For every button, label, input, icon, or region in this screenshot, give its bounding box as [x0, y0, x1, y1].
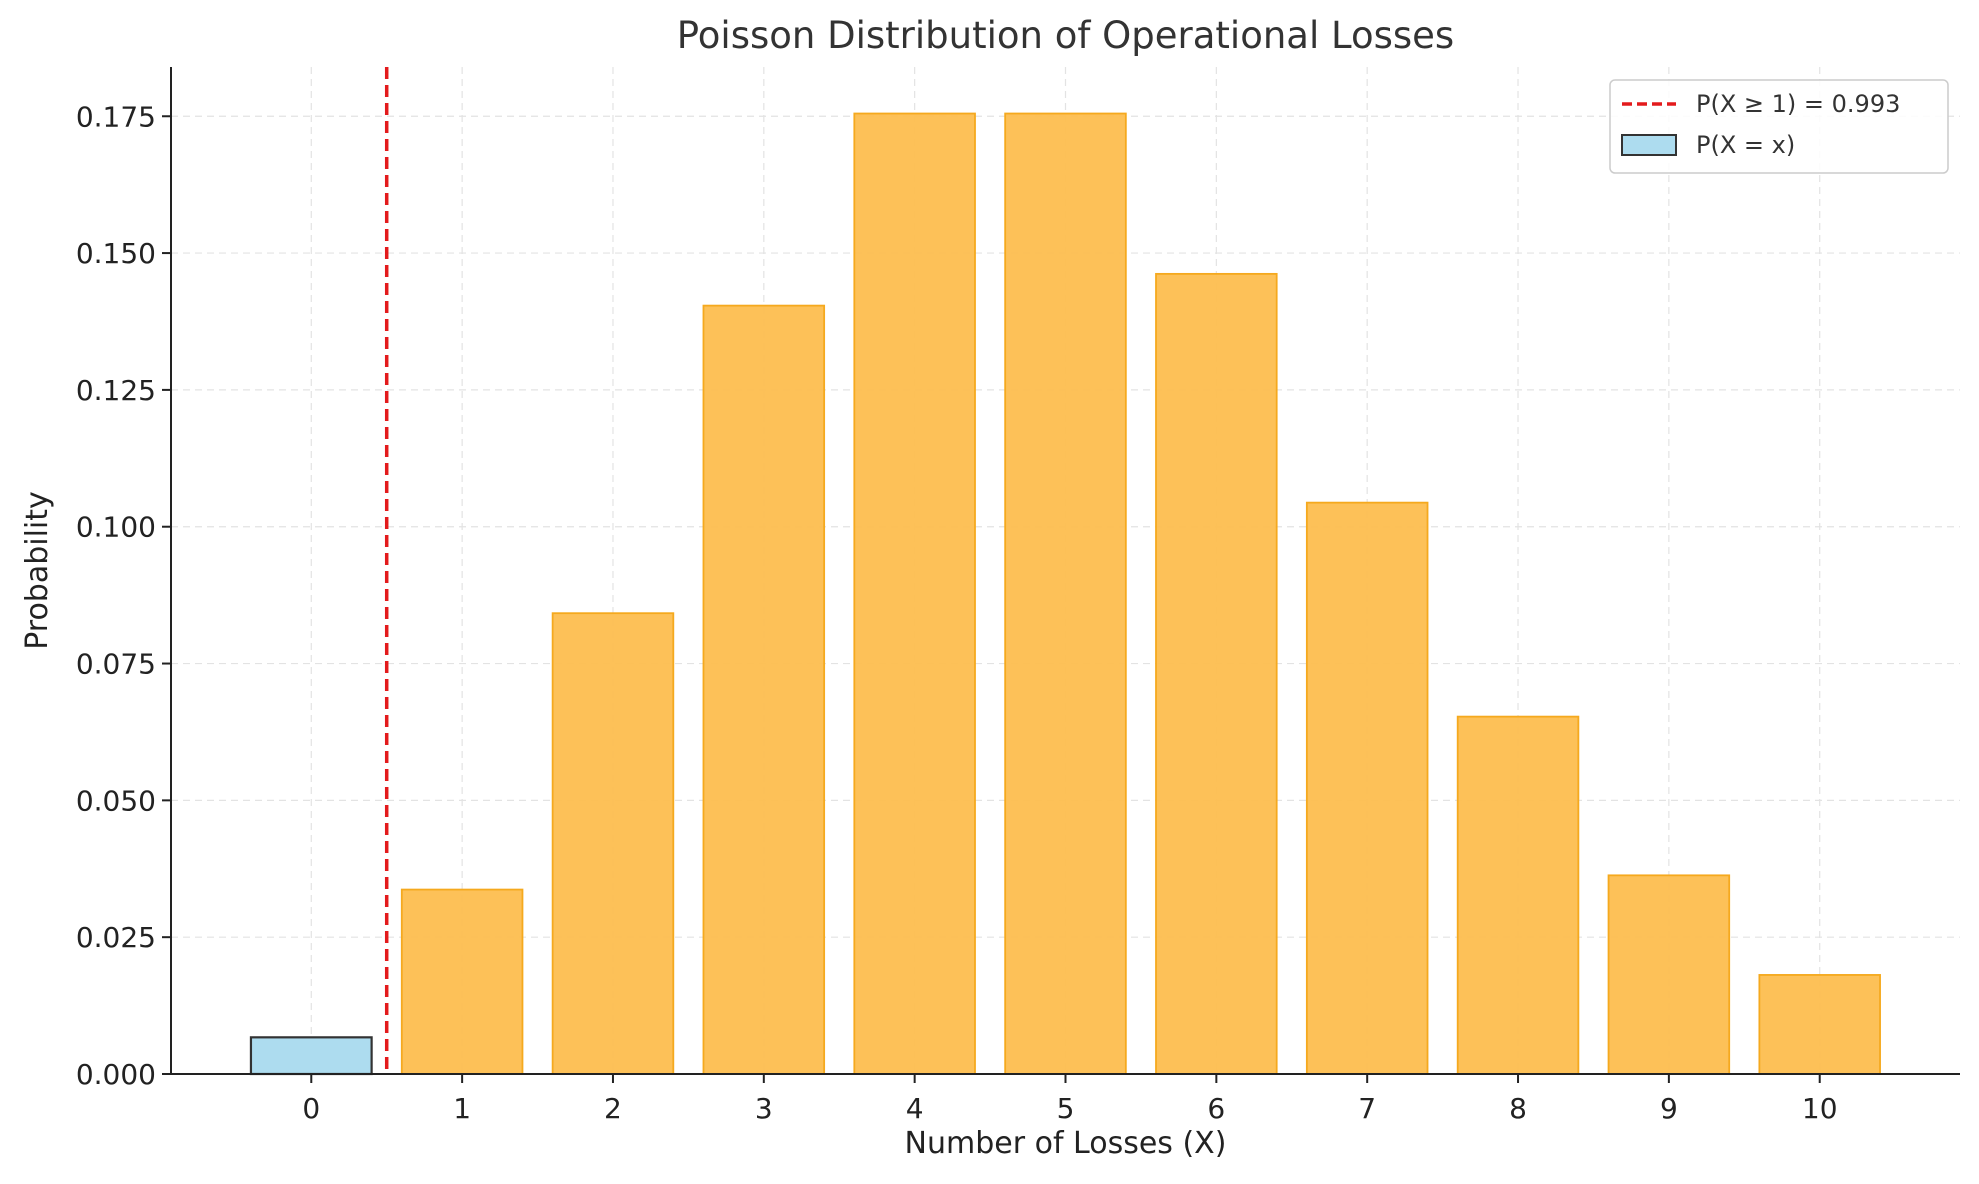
x-tick-label: 6: [1207, 1092, 1225, 1125]
bar-2: [551, 612, 675, 1075]
y-axis-title: Probability: [20, 491, 55, 650]
ticks-layer: 0.000 0.025 0.050 0.075 0.100 0.125 0.150 0.175…: [76, 100, 1838, 1125]
y-tick-label: 0.075: [76, 648, 156, 681]
y-tick-label: 0.050: [76, 784, 156, 817]
x-tick-label: 5: [1057, 1092, 1075, 1125]
x-tick-label: 9: [1660, 1092, 1678, 1125]
legend-box: [1609, 79, 1949, 174]
legend-series-label: P(X = x): [1696, 131, 1795, 159]
bar-5: [1004, 112, 1127, 1075]
x-tick-label: 2: [604, 1092, 622, 1125]
y-tick-label: 0.125: [76, 374, 156, 407]
x-tick-label: 0: [302, 1092, 320, 1125]
bar-1: [400, 888, 524, 1075]
bar-3: [702, 304, 826, 1075]
x-tick-label: 8: [1509, 1092, 1527, 1125]
bar-8: [1456, 715, 1580, 1075]
y-tick-label: 0.175: [76, 100, 156, 133]
bar-7: [1305, 501, 1429, 1075]
bars-layer: [249, 112, 1881, 1076]
x-axis-title: Number of Losses (X): [905, 1126, 1227, 1161]
x-tick-label: 3: [755, 1092, 773, 1125]
bar-4: [853, 112, 976, 1075]
legend: P(X ≥ 1) = 0.993 P(X = x): [1609, 79, 1949, 174]
legend-reference-line-label: P(X ≥ 1) = 0.993: [1696, 90, 1900, 118]
y-tick-label: 0.100: [76, 511, 156, 544]
x-tick-label: 4: [906, 1092, 924, 1125]
x-tick-label: 7: [1358, 1092, 1376, 1125]
y-tick-label: 0.150: [76, 237, 156, 270]
y-tick-label: 0.000: [76, 1058, 156, 1091]
legend-bar-swatch: [1621, 134, 1677, 156]
bar-6: [1155, 272, 1278, 1075]
chart-title: Poisson Distribution of Operational Loss…: [677, 14, 1454, 57]
bar-10: [1758, 974, 1881, 1075]
x-tick-label: 1: [453, 1092, 471, 1125]
x-tick-label: 10: [1802, 1092, 1838, 1125]
bar-0: [249, 1036, 373, 1076]
bar-9: [1607, 874, 1731, 1075]
y-tick-label: 0.025: [76, 921, 156, 954]
